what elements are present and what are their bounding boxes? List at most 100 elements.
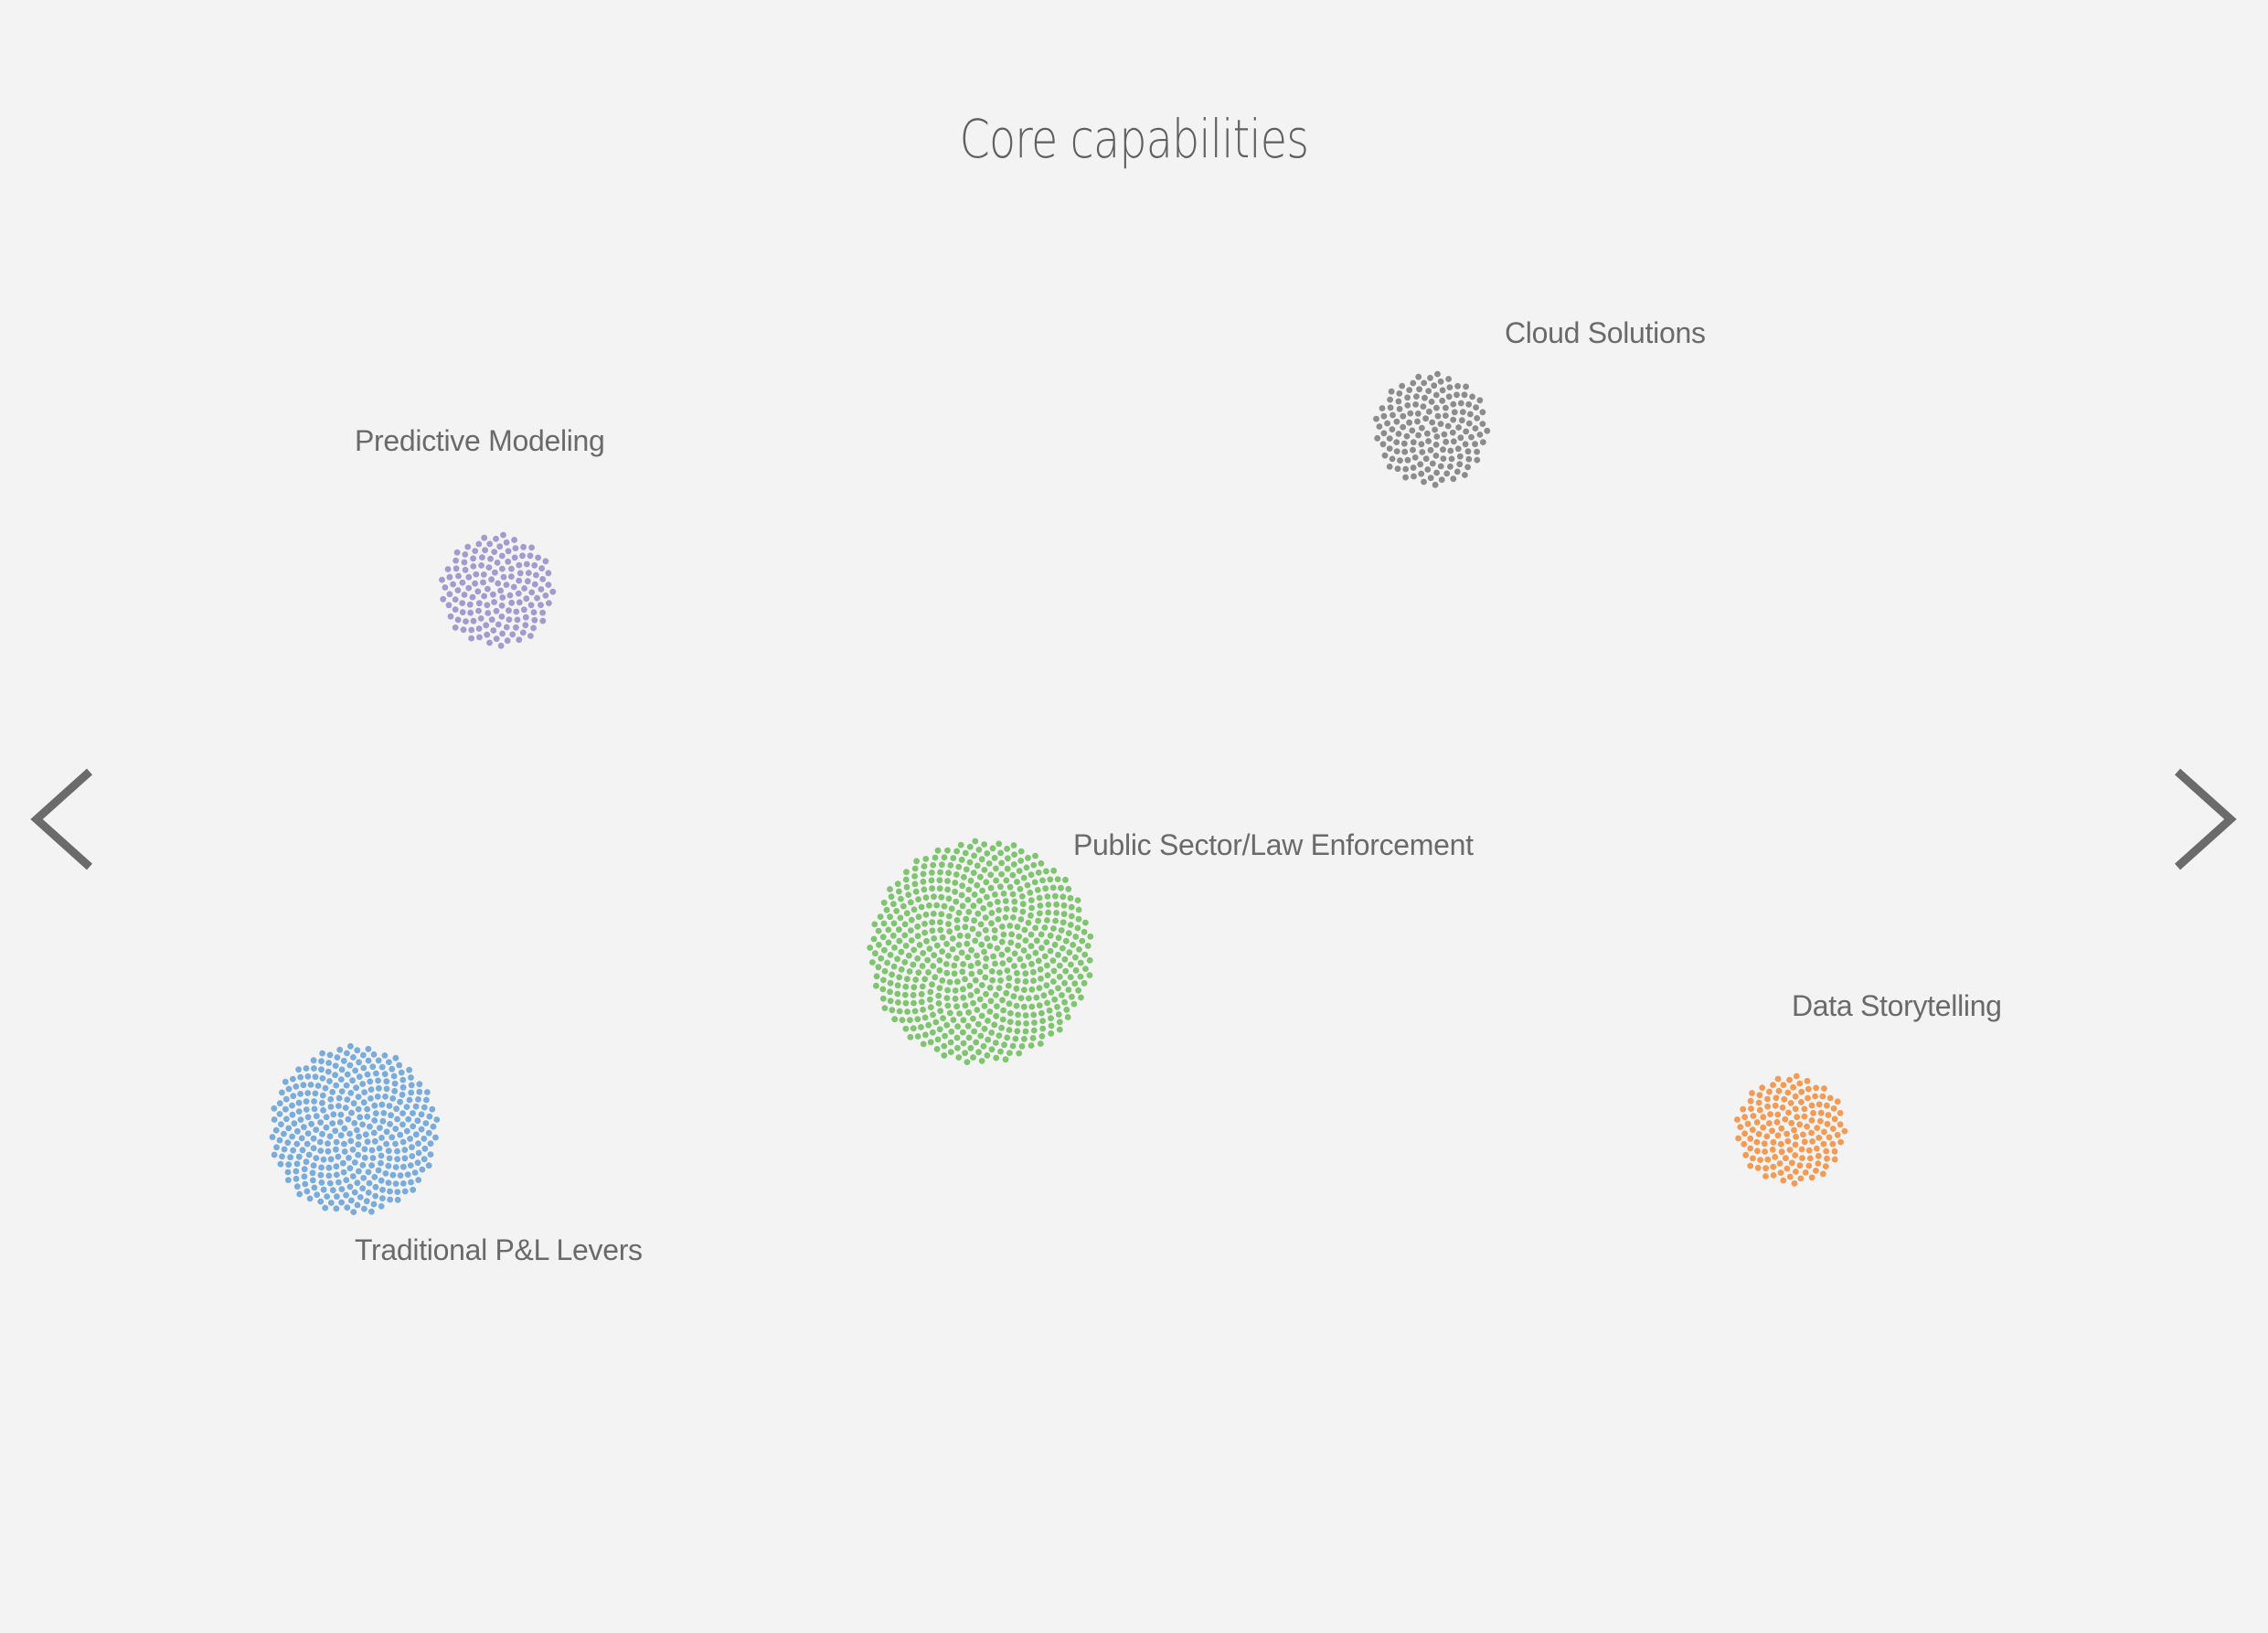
cluster-dot	[1451, 409, 1458, 416]
cluster-dot	[1074, 897, 1081, 903]
cluster-dot	[901, 959, 909, 966]
cluster-dot	[1419, 449, 1426, 455]
cluster-dot	[900, 902, 907, 910]
cluster-dot	[958, 891, 965, 899]
cluster-dot	[389, 1134, 396, 1141]
cluster-dot	[954, 1044, 961, 1051]
cluster-dot	[1059, 945, 1066, 952]
cluster-dot	[989, 845, 996, 852]
cluster-dot	[365, 1190, 372, 1196]
cluster-dot	[967, 1044, 974, 1051]
cluster-dot	[997, 1048, 1004, 1055]
cluster-dot	[1753, 1138, 1761, 1146]
cluster-dot	[942, 961, 950, 967]
next-slide-button[interactable]	[2168, 766, 2241, 872]
cluster-dot	[1429, 460, 1436, 467]
cluster-dot	[282, 1078, 289, 1085]
cluster-dot	[902, 1025, 910, 1032]
cluster-dot	[326, 1133, 334, 1140]
cluster-dot	[1809, 1138, 1815, 1145]
cluster-dot	[1052, 892, 1059, 900]
cluster-dot	[1834, 1098, 1841, 1105]
cluster-cloud-solutions[interactable]	[1373, 370, 1491, 488]
cluster-dot	[1006, 1019, 1014, 1025]
cluster-dot	[891, 945, 898, 951]
cluster-dot	[1004, 1034, 1011, 1041]
cluster-predictive-modeling[interactable]	[439, 531, 557, 649]
cluster-dot	[946, 1009, 953, 1017]
cluster-dot	[1004, 967, 1011, 974]
cluster-dot	[914, 1033, 921, 1040]
cluster-dot	[988, 968, 996, 975]
cluster-dot	[308, 1120, 314, 1127]
cluster-dot	[311, 1098, 317, 1105]
cluster-dot	[1821, 1128, 1827, 1136]
cluster-data-storytelling[interactable]	[1734, 1073, 1848, 1187]
cluster-dot	[1456, 461, 1464, 468]
cluster-dot	[992, 960, 998, 967]
cluster-dot	[338, 1088, 346, 1094]
cluster-dot	[325, 1147, 332, 1155]
cluster-dot	[1822, 1163, 1829, 1169]
prev-slide-button[interactable]	[26, 766, 99, 872]
cluster-dot	[949, 935, 956, 942]
cluster-dot	[294, 1127, 301, 1135]
cluster-dot	[1037, 1041, 1044, 1047]
cluster-dot	[878, 955, 885, 962]
cluster-dot	[1443, 412, 1449, 419]
cluster-dot	[1018, 893, 1026, 900]
cluster-dot	[923, 937, 930, 945]
cluster-dot	[338, 1186, 346, 1192]
cluster-dot	[1070, 1000, 1078, 1008]
cluster-dot	[1000, 891, 1007, 897]
cluster-dot	[338, 1199, 345, 1206]
cluster-dot	[1801, 1105, 1808, 1113]
cluster-dot	[523, 560, 530, 568]
cluster-dot	[984, 1051, 991, 1059]
cluster-dot	[304, 1114, 312, 1121]
cluster-dot	[472, 548, 479, 554]
cluster-dot	[407, 1162, 414, 1169]
cluster-dot	[397, 1172, 404, 1179]
cluster-dot	[1390, 411, 1396, 419]
cluster-dot	[492, 569, 498, 576]
cluster-dot	[365, 1045, 372, 1052]
cluster-dot	[276, 1111, 283, 1117]
cluster-dot	[424, 1089, 431, 1095]
cluster-dot	[310, 1135, 317, 1142]
cluster-dot	[304, 1090, 312, 1096]
cluster-dot	[414, 1159, 421, 1167]
cluster-public-sector[interactable]	[867, 838, 1094, 1065]
cluster-dot	[881, 967, 889, 975]
cluster-dot	[1759, 1084, 1766, 1091]
cluster-dot	[972, 977, 979, 984]
cluster-dot	[962, 1050, 968, 1057]
cluster-dot	[996, 969, 1003, 976]
cluster-dot	[1429, 419, 1436, 426]
cluster-dot	[388, 1112, 394, 1119]
cluster-dot	[1000, 1007, 1006, 1014]
cluster-dot	[511, 537, 517, 543]
cluster-dot	[1402, 465, 1410, 473]
cluster-traditional-pl-levers[interactable]	[269, 1042, 441, 1215]
cluster-dot	[1421, 394, 1428, 401]
cluster-dot	[996, 840, 1003, 848]
cluster-dot	[425, 1129, 432, 1137]
cluster-dot	[1379, 441, 1387, 448]
cluster-dot	[1067, 894, 1074, 902]
cluster-dot	[475, 600, 483, 607]
cluster-dot	[389, 1095, 397, 1102]
cluster-dot	[1007, 939, 1015, 946]
cluster-dot	[484, 602, 491, 609]
cluster-dot	[498, 603, 506, 609]
cluster-dot	[506, 616, 513, 623]
cluster-dot	[1037, 910, 1043, 917]
cluster-dot	[336, 1046, 344, 1053]
cluster-dot	[1038, 931, 1045, 938]
cluster-dot	[1030, 1011, 1038, 1019]
cluster-dot	[391, 1087, 399, 1094]
cluster-dot	[1779, 1105, 1786, 1111]
cluster-dot	[1419, 424, 1425, 432]
cluster-dot	[418, 1126, 425, 1133]
cluster-dot	[401, 1155, 409, 1162]
